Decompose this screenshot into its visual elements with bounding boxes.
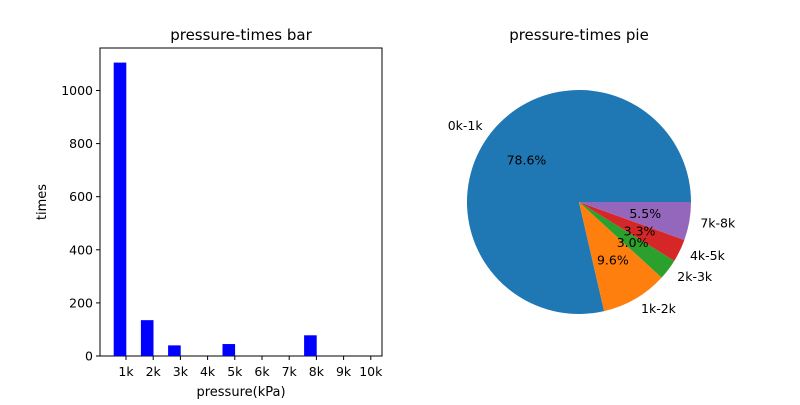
pie-slice <box>579 202 685 261</box>
bar-marks <box>113 62 317 356</box>
x-tick-label: 3k <box>173 364 189 379</box>
x-tick-label: 4k <box>200 364 216 379</box>
pie-percent-label: 3.0% <box>617 235 649 250</box>
bar-x-axis-label: pressure(kPa) <box>196 385 285 400</box>
x-tick-label: 9k <box>336 364 352 379</box>
pie-chart-title: pressure-times pie <box>509 26 649 44</box>
x-tick-label: 6k <box>254 364 270 379</box>
pie-chart: pressure-times pie 0k-1k 78.6% 1k-2k 9.6% 2k… <box>448 26 736 316</box>
pie-percent-label: 3.3% <box>624 224 656 239</box>
bar-x-ticks: 1k 2k 3k 4k 5k 6k 7k 8k 9k 10k <box>118 356 383 379</box>
pie-percent-label: 78.6% <box>507 153 547 168</box>
bar-chart: pressure-times bar 0 200 400 600 800 1000 1k 2… <box>35 26 383 400</box>
bar-y-ticks: 0 200 400 600 800 1000 <box>61 83 100 364</box>
pie-labels: 0k-1k 78.6% 1k-2k 9.6% 2k-3k 3.0% 4k-5k 3.3% 7k-… <box>448 118 736 316</box>
y-tick-label: 600 <box>69 189 93 204</box>
pie-category-label: 0k-1k <box>448 118 484 133</box>
x-tick-label: 10k <box>359 364 383 379</box>
pie-category-label: 1k-2k <box>641 301 677 316</box>
x-tick-label: 1k <box>118 364 134 379</box>
bar <box>113 62 127 356</box>
pie-slice <box>579 202 662 312</box>
bar <box>168 345 181 356</box>
y-tick-label: 200 <box>69 295 93 310</box>
pie-slice <box>579 202 691 240</box>
y-tick-label: 1000 <box>61 83 93 98</box>
pie-category-label: 2k-3k <box>677 269 713 284</box>
bar <box>140 320 154 356</box>
bar-plot-frame <box>99 47 383 357</box>
pie-percent-label: 9.6% <box>597 253 629 268</box>
bar-chart-title: pressure-times bar <box>170 26 312 44</box>
y-tick-label: 400 <box>69 242 93 257</box>
x-tick-label: 7k <box>282 364 298 379</box>
y-tick-label: 800 <box>69 136 93 151</box>
bar <box>222 344 236 356</box>
bar-y-axis-label: times <box>35 184 50 220</box>
pie-slices <box>467 90 691 315</box>
pie-slice <box>579 202 675 278</box>
pie-percent-label: 5.5% <box>629 206 661 221</box>
pie-category-label: 7k-8k <box>700 216 736 231</box>
pie-category-label: 4k-5k <box>690 248 726 263</box>
x-tick-label: 8k <box>309 364 325 379</box>
bar <box>304 335 317 356</box>
x-tick-label: 2k <box>146 364 162 379</box>
x-tick-label: 5k <box>227 364 243 379</box>
y-tick-label: 0 <box>85 349 93 364</box>
